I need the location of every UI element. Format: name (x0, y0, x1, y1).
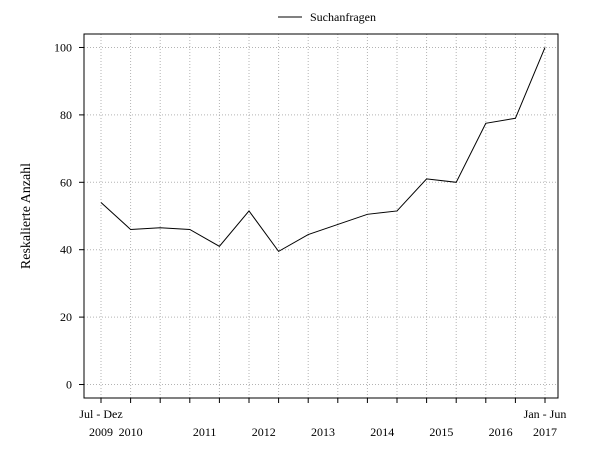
x-tick-label: 2013 (311, 425, 335, 439)
series-line (100, 47, 546, 253)
x-tick-label: 2009 (89, 425, 113, 439)
legend-label: Suchanfragen (310, 10, 376, 24)
x-tick-label: 2011 (193, 425, 217, 439)
y-tick-label: 0 (66, 378, 72, 392)
x-tick-label: 2015 (429, 425, 453, 439)
y-tick-label: 100 (54, 40, 72, 54)
x-tick-label: Jan - Jun (524, 407, 567, 421)
x-axis-ticks: Jul - Dez 2009 2010 2011 2012 2013 2014 2015 201… (79, 398, 566, 439)
y-tick-label: 20 (60, 310, 72, 324)
series-lines (100, 47, 546, 253)
x-tick-label: 2017 (533, 425, 557, 439)
x-tick-label: Jul - Dez (79, 407, 122, 421)
plot-frame (83, 33, 559, 399)
x-tick-label: 2012 (252, 425, 276, 439)
legend: Suchanfragen (278, 10, 376, 24)
y-axis-ticks: 0 20 40 60 80 100 (54, 40, 84, 392)
grid-lines (84, 34, 558, 398)
x-tick-label: 2014 (370, 425, 394, 439)
y-tick-label: 60 (60, 175, 72, 189)
x-tick-label: 2010 (119, 425, 143, 439)
y-axis-title: Reskalierte Anzahl (19, 163, 34, 269)
y-tick-label: 80 (60, 108, 72, 122)
x-tick-label: 2016 (489, 425, 513, 439)
y-tick-label: 40 (60, 243, 72, 257)
